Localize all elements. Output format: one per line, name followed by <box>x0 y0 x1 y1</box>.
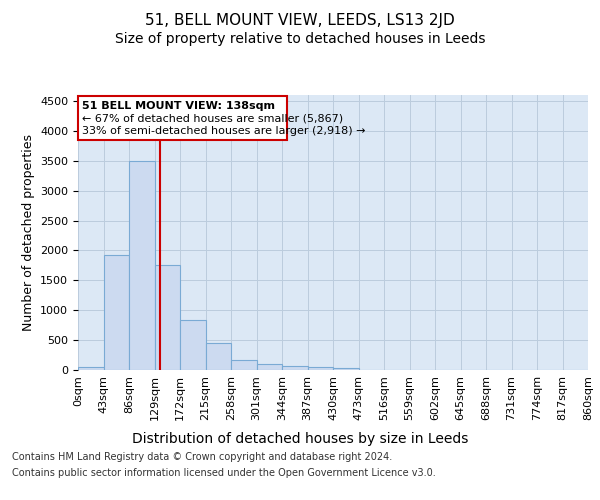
Bar <box>257 364 282 370</box>
Y-axis label: Number of detached properties: Number of detached properties <box>22 134 35 331</box>
Bar <box>231 360 257 370</box>
Bar <box>104 255 129 370</box>
Text: 51 BELL MOUNT VIEW: 138sqm: 51 BELL MOUNT VIEW: 138sqm <box>82 101 275 111</box>
Text: Contains public sector information licensed under the Open Government Licence v3: Contains public sector information licen… <box>12 468 436 477</box>
Bar <box>180 320 205 370</box>
Bar <box>78 96 287 140</box>
Text: ← 67% of detached houses are smaller (5,867): ← 67% of detached houses are smaller (5,… <box>82 114 343 124</box>
Text: 33% of semi-detached houses are larger (2,918) →: 33% of semi-detached houses are larger (… <box>82 126 365 136</box>
Bar <box>129 161 155 370</box>
Text: Distribution of detached houses by size in Leeds: Distribution of detached houses by size … <box>132 432 468 446</box>
Bar <box>155 265 180 370</box>
Text: Size of property relative to detached houses in Leeds: Size of property relative to detached ho… <box>115 32 485 46</box>
Bar <box>78 367 104 370</box>
Bar <box>308 366 333 370</box>
Bar <box>282 366 308 370</box>
Bar <box>333 368 359 370</box>
Text: 51, BELL MOUNT VIEW, LEEDS, LS13 2JD: 51, BELL MOUNT VIEW, LEEDS, LS13 2JD <box>145 12 455 28</box>
Text: Contains HM Land Registry data © Crown copyright and database right 2024.: Contains HM Land Registry data © Crown c… <box>12 452 392 462</box>
Bar <box>205 343 231 370</box>
